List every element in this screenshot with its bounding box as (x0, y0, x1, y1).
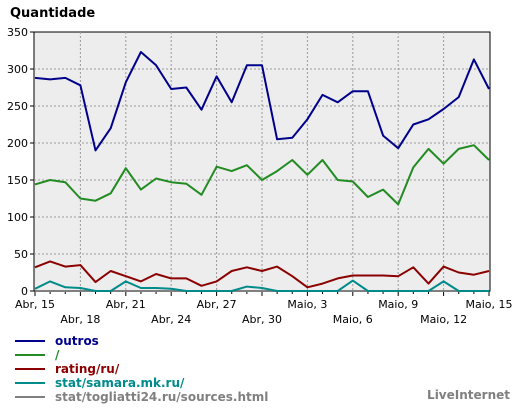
y-tick-label-6: 300 (7, 63, 28, 76)
series-line-2 (34, 260, 490, 289)
series-lines (34, 51, 490, 292)
chart-title: Quantidade (10, 6, 95, 21)
axes: 0 50 100 150 200 250 300 350 Abr, 15 Abr, 21 Abr, … (7, 26, 513, 326)
x-tick-label-row2-0: Abr, 18 (60, 313, 100, 326)
legend-label-1: / (55, 348, 60, 362)
x-tick-label-row1-0: Abr, 15 (15, 298, 55, 311)
legend: outros/rating/ru/stat/samara.mk.ru/stat/… (15, 334, 268, 404)
legend-label-0: outros (55, 334, 99, 348)
legend-label-3: stat/samara.mk.ru/ (55, 376, 185, 390)
x-tick-label-row1-3: Maio, 3 (287, 298, 327, 311)
y-tick-label-5: 250 (7, 100, 28, 113)
x-tick-label-row1-4: Maio, 9 (378, 298, 418, 311)
brand-label: LiveInternet (427, 388, 510, 402)
y-tick-label-1: 50 (14, 248, 28, 261)
x-tick-label-row1-1: Abr, 21 (106, 298, 146, 311)
x-tick-label-row1-2: Abr, 27 (197, 298, 237, 311)
x-tick-label-row2-4: Maio, 12 (420, 313, 467, 326)
series-line-3 (34, 279, 489, 292)
legend-label-4: stat/togliatti24.ru/sources.html (55, 390, 268, 404)
series-line-0 (34, 51, 490, 152)
x-tick-label-row2-1: Abr, 24 (151, 313, 191, 326)
y-tick-label-7: 350 (7, 26, 28, 39)
x-tick-label-row1-5: Maio, 15 (465, 298, 512, 311)
y-tick-label-3: 150 (7, 174, 28, 187)
x-tick-label-row2-2: Abr, 30 (242, 313, 282, 326)
series-line-1 (34, 144, 490, 206)
y-tick-label-0: 0 (21, 285, 28, 298)
legend-label-2: rating/ru/ (55, 362, 120, 376)
x-tick-label-row2-3: Maio, 6 (333, 313, 373, 326)
y-tick-label-2: 100 (7, 211, 28, 224)
y-tick-label-4: 200 (7, 137, 28, 150)
